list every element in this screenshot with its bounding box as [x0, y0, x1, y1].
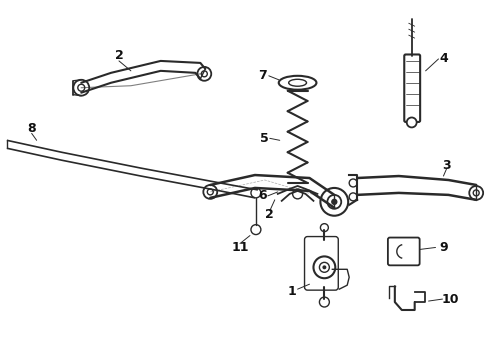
Circle shape — [203, 185, 217, 199]
Circle shape — [332, 199, 337, 204]
Circle shape — [320, 224, 328, 231]
Circle shape — [293, 189, 302, 199]
Circle shape — [314, 256, 335, 278]
Text: 2: 2 — [115, 49, 123, 63]
Text: 8: 8 — [27, 122, 36, 135]
Text: 11: 11 — [231, 241, 249, 254]
Text: 7: 7 — [259, 69, 267, 82]
Circle shape — [349, 179, 357, 187]
FancyBboxPatch shape — [388, 238, 419, 265]
Circle shape — [469, 186, 483, 200]
Circle shape — [322, 265, 326, 269]
FancyBboxPatch shape — [305, 237, 338, 290]
Circle shape — [251, 225, 261, 235]
Circle shape — [349, 193, 357, 201]
Text: 2: 2 — [266, 208, 274, 221]
FancyBboxPatch shape — [404, 54, 420, 122]
Text: 4: 4 — [439, 53, 448, 66]
Circle shape — [197, 67, 211, 81]
Text: 5: 5 — [261, 132, 269, 145]
Ellipse shape — [279, 76, 317, 90]
Circle shape — [320, 188, 348, 216]
Circle shape — [407, 117, 416, 127]
Text: 9: 9 — [439, 241, 448, 254]
Circle shape — [251, 188, 261, 198]
Text: 1: 1 — [287, 285, 296, 298]
Text: 3: 3 — [442, 159, 451, 172]
Circle shape — [74, 80, 89, 96]
Text: 10: 10 — [441, 293, 459, 306]
Text: 6: 6 — [259, 189, 267, 202]
Circle shape — [319, 297, 329, 307]
